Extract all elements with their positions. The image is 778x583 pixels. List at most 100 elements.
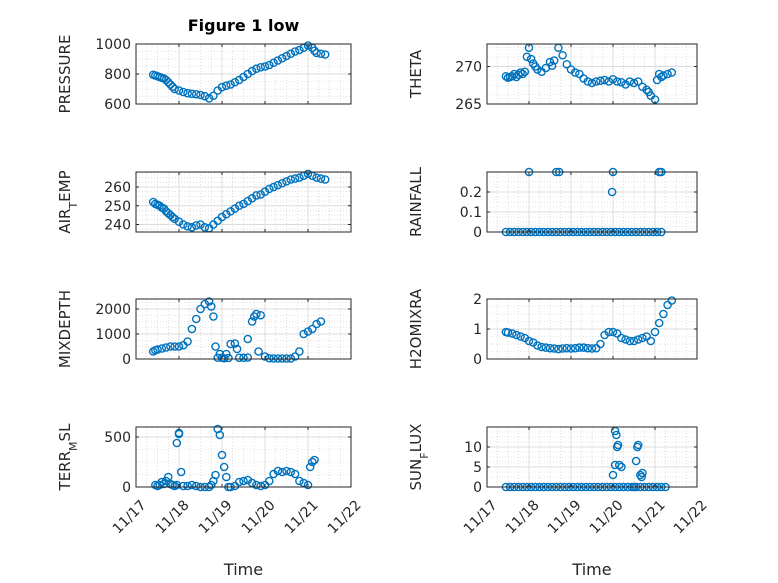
data-point — [526, 54, 536, 64]
chart-panel-3: 0 0.1 0.2 RAINFALL — [407, 166, 698, 241]
data-point — [659, 71, 668, 80]
data-point — [549, 56, 559, 65]
data-point — [667, 296, 677, 305]
data-point — [174, 342, 184, 351]
data-point — [170, 84, 179, 94]
data-point — [303, 169, 313, 179]
data-point — [226, 339, 235, 349]
data-point — [290, 47, 300, 56]
data-point — [299, 478, 309, 488]
chart-panel-5: 0 1 2 H2OMIXRA — [407, 288, 698, 369]
data-point — [558, 50, 567, 60]
data-point — [243, 196, 253, 206]
data-point — [638, 468, 647, 478]
y-axis-label-part: TERR — [56, 451, 74, 492]
data-point — [264, 476, 274, 486]
y-tick-label: 5 — [473, 460, 482, 476]
y-tick-label: 1000 — [95, 327, 131, 343]
y-tick-label: 260 — [104, 180, 131, 196]
data-point — [312, 319, 321, 329]
data-point — [295, 476, 304, 486]
data-point — [204, 297, 214, 306]
data-point — [633, 335, 643, 344]
y-axis-label-part: RAINFALL — [407, 166, 425, 237]
data-point — [633, 440, 643, 450]
data-point — [148, 197, 158, 207]
data-point — [174, 217, 184, 226]
y-axis-label-part: H2OMIXRA — [407, 288, 425, 369]
data-point — [290, 352, 300, 361]
x-axis-label: Time — [571, 560, 611, 579]
data-point — [587, 344, 597, 353]
data-point — [211, 342, 220, 351]
data-point — [303, 41, 313, 50]
data-point — [260, 187, 270, 196]
y-axis-label-part: MIXDEPTH — [56, 290, 74, 368]
y-tick-label: 1000 — [95, 37, 131, 53]
data-point — [166, 342, 175, 351]
y-tick-label: 10 — [464, 440, 482, 456]
data-point — [221, 209, 231, 219]
data-point — [533, 341, 542, 350]
x-tick-label: 11/21 — [629, 497, 669, 537]
data-point — [264, 60, 274, 70]
y-tick-label: 0.1 — [460, 205, 482, 221]
data-point — [252, 191, 261, 200]
data-point — [183, 337, 192, 346]
data-point — [307, 324, 317, 334]
data-point — [239, 199, 248, 209]
data-point — [174, 86, 184, 95]
data-point — [234, 353, 244, 363]
x-tick-label: 11/18 — [153, 497, 193, 537]
data-point — [286, 49, 296, 59]
data-point — [221, 472, 231, 482]
x-tick-label: 11/17 — [110, 497, 150, 537]
data-point — [305, 462, 315, 472]
data-point — [604, 77, 614, 86]
data-point — [273, 466, 283, 476]
data-point — [206, 302, 216, 311]
data-point — [290, 469, 300, 479]
data-point — [239, 476, 248, 486]
y-axis-label-subscript: T — [67, 202, 80, 210]
x-tick-label: 11/22 — [671, 497, 711, 537]
y-axis-label: THETA — [407, 49, 425, 99]
data-point — [501, 71, 511, 81]
y-axis-label: MIXDEPTH — [56, 290, 74, 368]
data-point — [608, 327, 618, 337]
data-point — [153, 345, 162, 354]
data-point — [612, 77, 622, 86]
data-point — [178, 220, 188, 229]
series-points — [501, 296, 677, 354]
y-tick-label: 265 — [455, 97, 482, 113]
data-point — [312, 48, 321, 58]
data-point — [303, 480, 313, 490]
chart-panel-7: 0 5 10 11/17 11/18 11/19 11/20 11/21 11/22 SUNFLU… — [407, 424, 711, 579]
data-point — [157, 344, 167, 353]
data-point — [612, 329, 622, 338]
data-point — [260, 352, 270, 361]
data-point — [579, 343, 588, 352]
series-points — [148, 297, 326, 363]
data-point — [320, 175, 330, 184]
data-point — [187, 480, 197, 490]
series-points — [148, 169, 330, 233]
data-point — [282, 51, 291, 61]
data-point — [260, 62, 270, 71]
data-point — [243, 353, 253, 362]
y-tick-label: 270 — [455, 60, 482, 76]
data-point — [566, 344, 576, 353]
data-point — [217, 450, 227, 460]
data-point — [617, 77, 626, 87]
data-point — [163, 77, 173, 87]
data-point — [537, 342, 546, 352]
axes-box — [486, 171, 698, 233]
y-tick-label: 0 — [473, 225, 482, 241]
x-tick-label: 11/20 — [239, 497, 279, 537]
data-point — [256, 481, 266, 491]
data-point — [256, 190, 266, 199]
data-point — [316, 174, 326, 183]
data-point — [575, 343, 584, 352]
data-point — [230, 77, 240, 87]
data-point — [520, 67, 530, 77]
